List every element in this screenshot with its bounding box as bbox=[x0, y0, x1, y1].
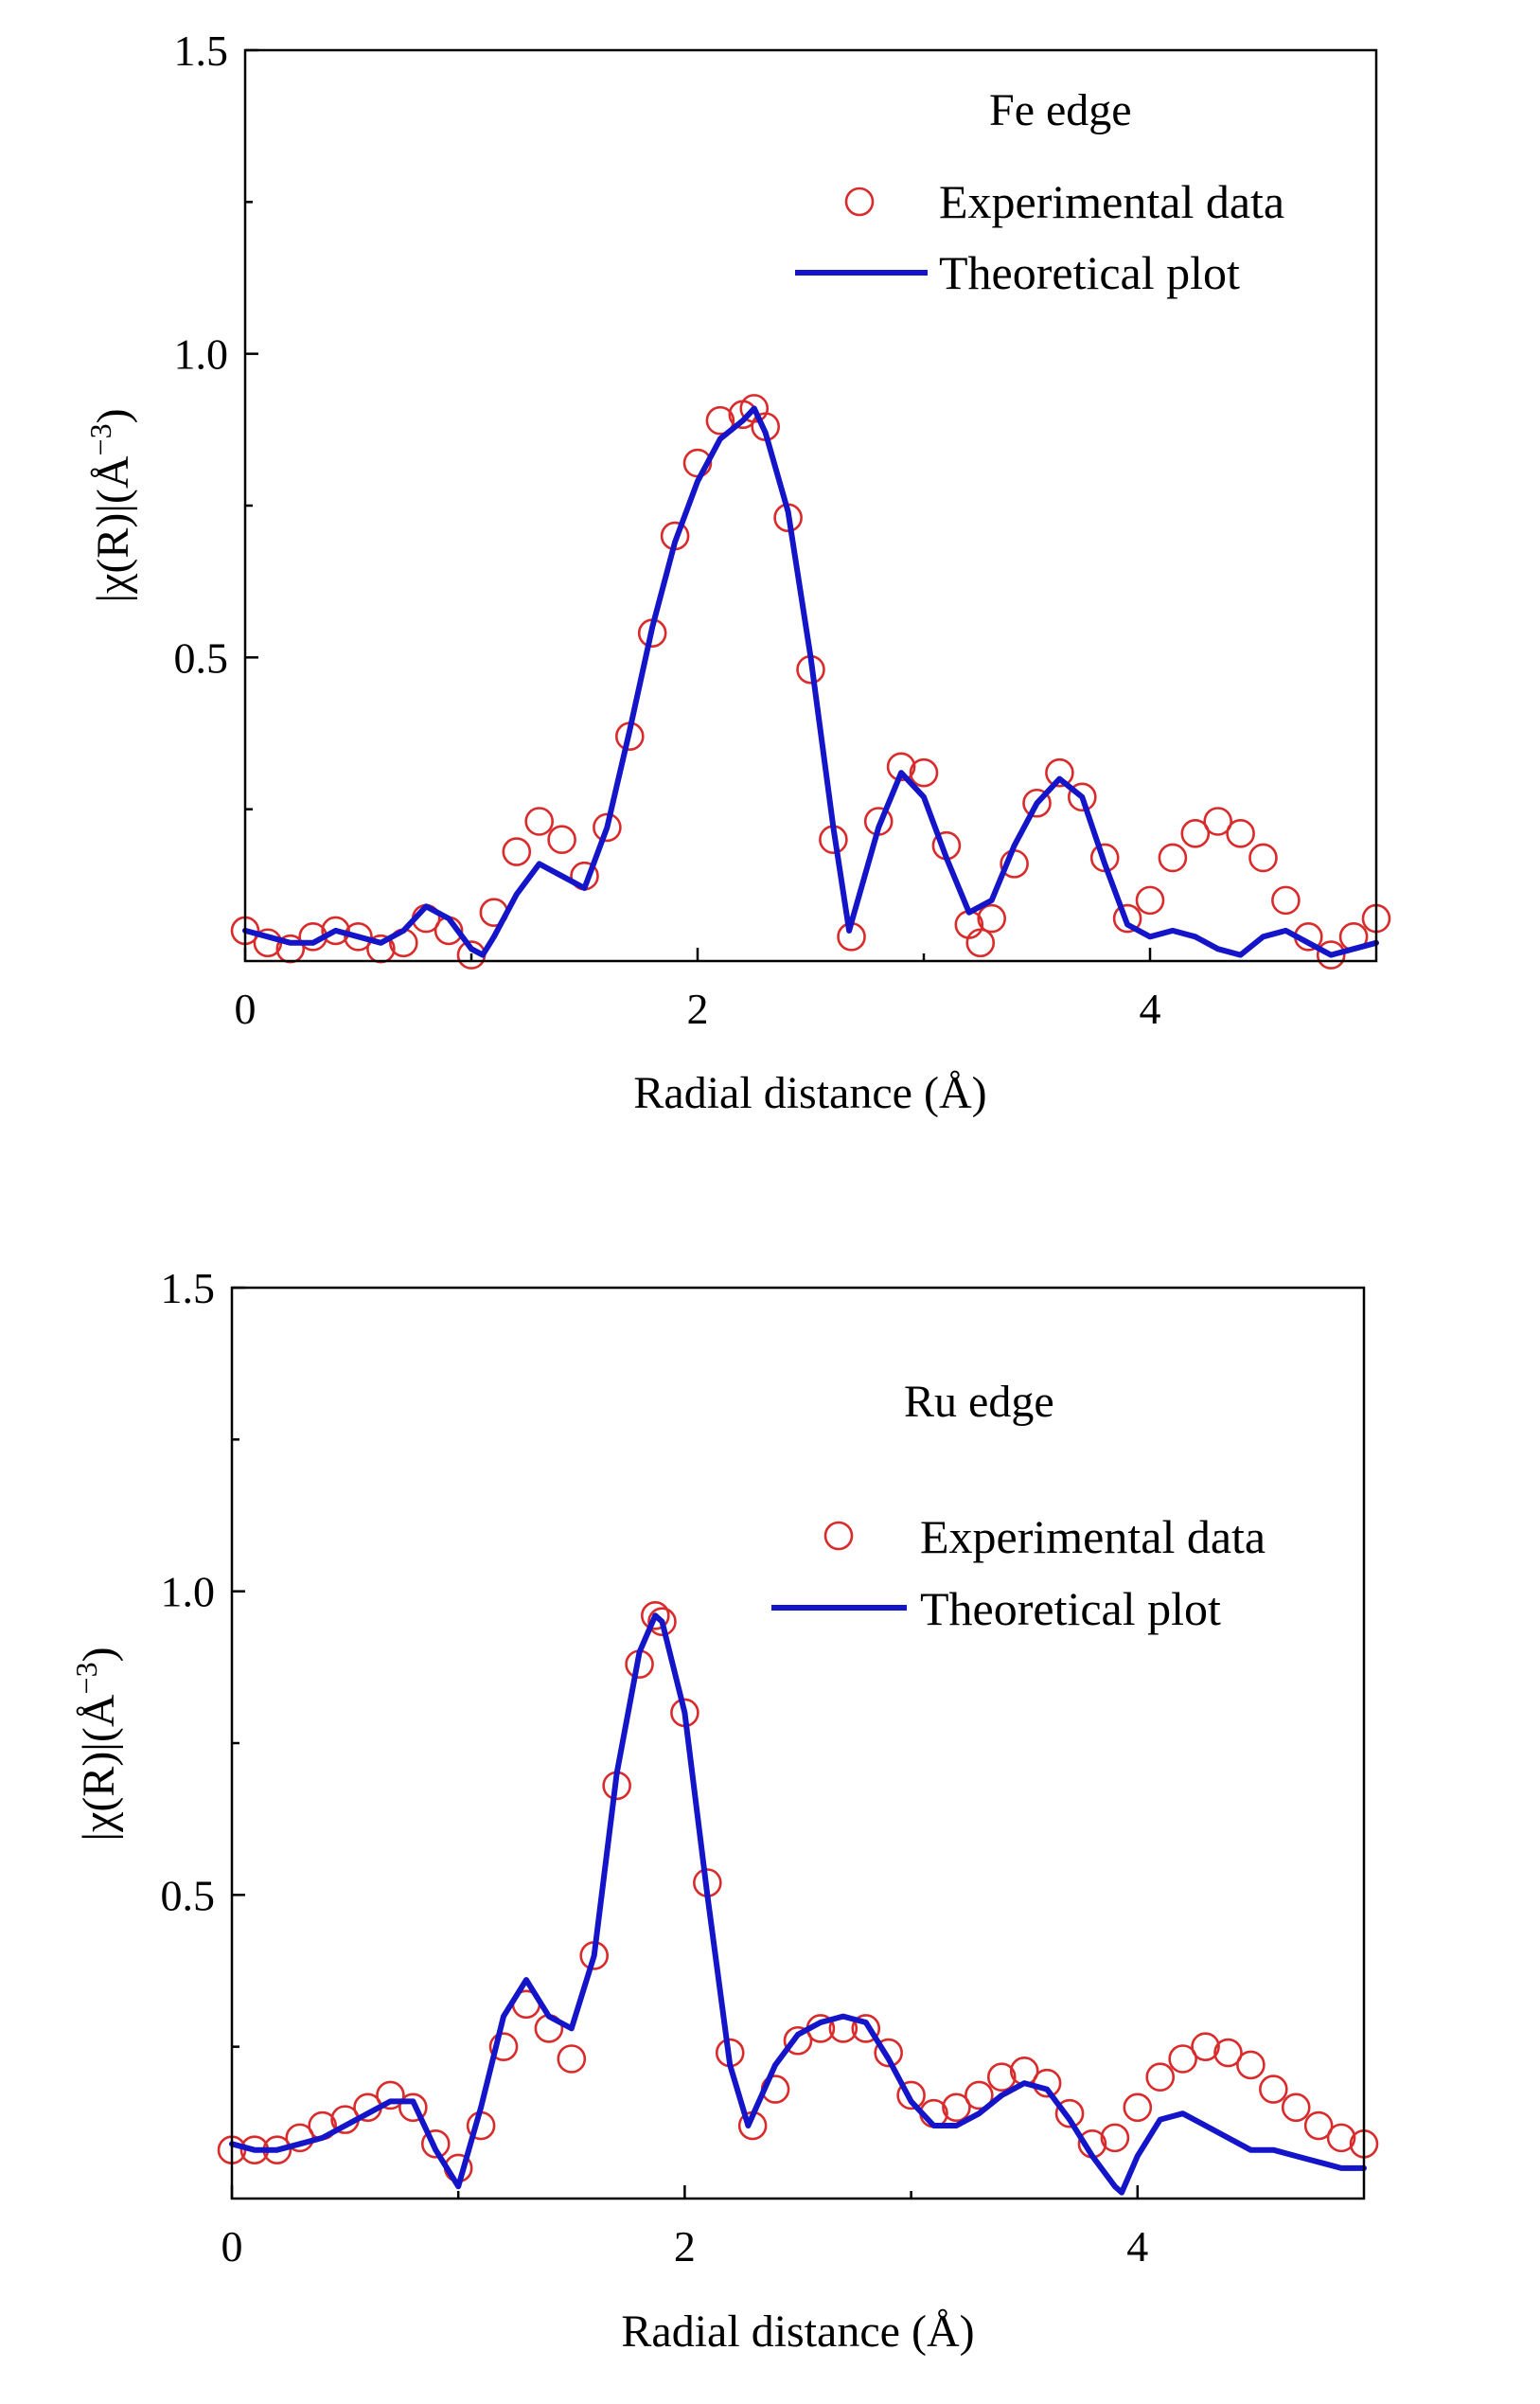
ru-legend-experimental-marker bbox=[823, 1521, 854, 1551]
ru-experimental-point bbox=[398, 2092, 428, 2123]
fe-y-axis-title-main: |χ(R)|(Å bbox=[88, 455, 138, 602]
fe-experimental-markers bbox=[230, 394, 1391, 970]
ru-x-axis: 0 2 4 bbox=[221, 2185, 1148, 2270]
ru-y-axis-title-sup: −3 bbox=[69, 1662, 103, 1694]
ru-experimental-point bbox=[1054, 2098, 1085, 2128]
fe-experimental-point bbox=[965, 928, 996, 958]
ru-experimental-point bbox=[647, 1607, 677, 1637]
fe-experimental-point bbox=[1135, 885, 1165, 916]
fe-edge-panel: 0 2 4 0.5 1.0 1.5 Radial distance (Å) |χ(R)|… bbox=[83, 27, 1391, 1118]
ru-experimental-point bbox=[1100, 2123, 1130, 2153]
ru-experimental-point bbox=[965, 2080, 994, 2110]
ru-y-axis-title: |χ(R)|(Å−3) bbox=[69, 1647, 124, 1841]
ru-experimental-point bbox=[851, 2014, 881, 2043]
fe-experimental-point bbox=[524, 807, 555, 836]
fe-y-tick-label: 0.5 bbox=[174, 633, 229, 682]
fe-experimental-point bbox=[909, 757, 939, 788]
fe-y-tick-label: 1.5 bbox=[174, 27, 229, 75]
ru-x-axis-title: Radial distance (Å) bbox=[621, 2306, 974, 2357]
fe-experimental-point bbox=[502, 837, 532, 866]
fe-y-axis-title-sup: −3 bbox=[83, 423, 117, 455]
ru-y-tick-label: 1.5 bbox=[161, 1264, 216, 1312]
fe-experimental-point bbox=[977, 903, 1006, 934]
ru-plot-frame bbox=[230, 1286, 1366, 2200]
fe-legend-theoretical-label: Theoretical plot bbox=[939, 246, 1240, 299]
fe-y-axis: 0.5 1.0 1.5 bbox=[174, 27, 258, 810]
ru-experimental-point bbox=[942, 2092, 971, 2123]
ru-experimental-point bbox=[1191, 2032, 1220, 2061]
fe-experimental-point bbox=[1203, 807, 1232, 836]
ru-experimental-point bbox=[1213, 2038, 1243, 2068]
ru-experimental-point bbox=[1123, 2092, 1153, 2123]
ru-experimental-point bbox=[488, 2032, 519, 2061]
fe-plot-area bbox=[230, 394, 1391, 970]
ru-legend-theoretical-label: Theoretical plot bbox=[920, 1582, 1221, 1635]
ru-experimental-point bbox=[1326, 2123, 1356, 2153]
ru-experimental-point bbox=[1145, 2062, 1176, 2092]
ru-experimental-point bbox=[1236, 2050, 1266, 2080]
ru-y-axis: 0.5 1.0 1.5 bbox=[161, 1264, 245, 2048]
fe-experimental-point bbox=[1271, 885, 1301, 916]
ru-x-tick-label: 4 bbox=[1126, 2222, 1148, 2270]
fe-experimental-point bbox=[1316, 940, 1346, 970]
fe-x-axis-title: Radial distance (Å) bbox=[633, 1068, 986, 1118]
fe-experimental-point bbox=[1112, 903, 1142, 934]
ru-experimental-point bbox=[1281, 2092, 1311, 2123]
ru-legend-experimental-label: Experimental data bbox=[920, 1510, 1266, 1563]
fe-experimental-point bbox=[593, 812, 622, 843]
ru-experimental-point bbox=[557, 2044, 587, 2074]
fe-experimental-point bbox=[1248, 843, 1278, 873]
ru-experimental-point bbox=[1303, 2110, 1334, 2141]
fe-y-tick-label: 1.0 bbox=[174, 330, 229, 379]
fe-x-tick-label: 0 bbox=[235, 985, 257, 1033]
fe-legend-experimental-label: Experimental data bbox=[939, 175, 1284, 228]
ru-edge-panel: 0 2 4 0.5 1.0 1.5 Radial distance (Å) |χ(R)|… bbox=[69, 1264, 1379, 2357]
ru-y-tick-label: 0.5 bbox=[161, 1871, 216, 1919]
ru-experimental-point bbox=[376, 2080, 405, 2110]
fe-experimental-point bbox=[1022, 788, 1052, 818]
fe-legend: Experimental data Theoretical plot bbox=[795, 175, 1284, 299]
fe-y-axis-title-close: ) bbox=[88, 408, 138, 423]
fe-experimental-point bbox=[321, 916, 350, 946]
ru-legend: Experimental data Theoretical plot bbox=[771, 1510, 1266, 1635]
ru-experimental-point bbox=[1259, 2075, 1288, 2104]
ru-x-tick-label: 0 bbox=[221, 2222, 243, 2270]
fe-x-axis: 0 2 4 bbox=[235, 948, 1161, 1033]
fe-theoretical-line bbox=[242, 405, 1379, 958]
fe-experimental-point bbox=[1226, 819, 1255, 848]
ru-experimental-point bbox=[986, 2062, 1017, 2092]
fe-x-tick-label: 2 bbox=[687, 985, 709, 1033]
ru-experimental-point bbox=[896, 2080, 926, 2110]
fe-experimental-point bbox=[705, 405, 735, 436]
ru-experimental-point bbox=[420, 2128, 451, 2159]
fe-legend-experimental-marker bbox=[844, 187, 875, 217]
fe-experimental-point bbox=[1045, 757, 1074, 788]
fe-experimental-point bbox=[1180, 819, 1211, 848]
ru-experimental-markers bbox=[217, 1601, 1379, 2183]
fe-x-tick-label: 4 bbox=[1140, 985, 1161, 1033]
ru-edge-annotation: Ru edge bbox=[904, 1377, 1054, 1427]
ru-y-tick-label: 1.0 bbox=[161, 1568, 216, 1616]
fe-experimental-point bbox=[1068, 782, 1097, 812]
ru-theoretical-line bbox=[229, 1612, 1367, 2196]
fe-edge-annotation: Fe edge bbox=[989, 85, 1132, 135]
ru-experimental-point bbox=[783, 2025, 813, 2056]
fe-experimental-point bbox=[1158, 843, 1188, 873]
ru-plot-area bbox=[217, 1601, 1379, 2196]
ru-experimental-point bbox=[1168, 2044, 1197, 2074]
fe-experimental-point bbox=[547, 825, 576, 855]
fe-y-axis-title: |χ(R)|(Å−3) bbox=[83, 408, 138, 602]
ru-y-axis-title-main: |χ(R)|(Å bbox=[74, 1694, 124, 1841]
ru-experimental-point bbox=[641, 1601, 670, 1630]
ru-y-axis-title-close: ) bbox=[74, 1647, 124, 1662]
ru-x-tick-label: 2 bbox=[674, 2222, 696, 2270]
ru-experimental-point bbox=[874, 2038, 903, 2068]
fe-experimental-point bbox=[344, 922, 373, 952]
